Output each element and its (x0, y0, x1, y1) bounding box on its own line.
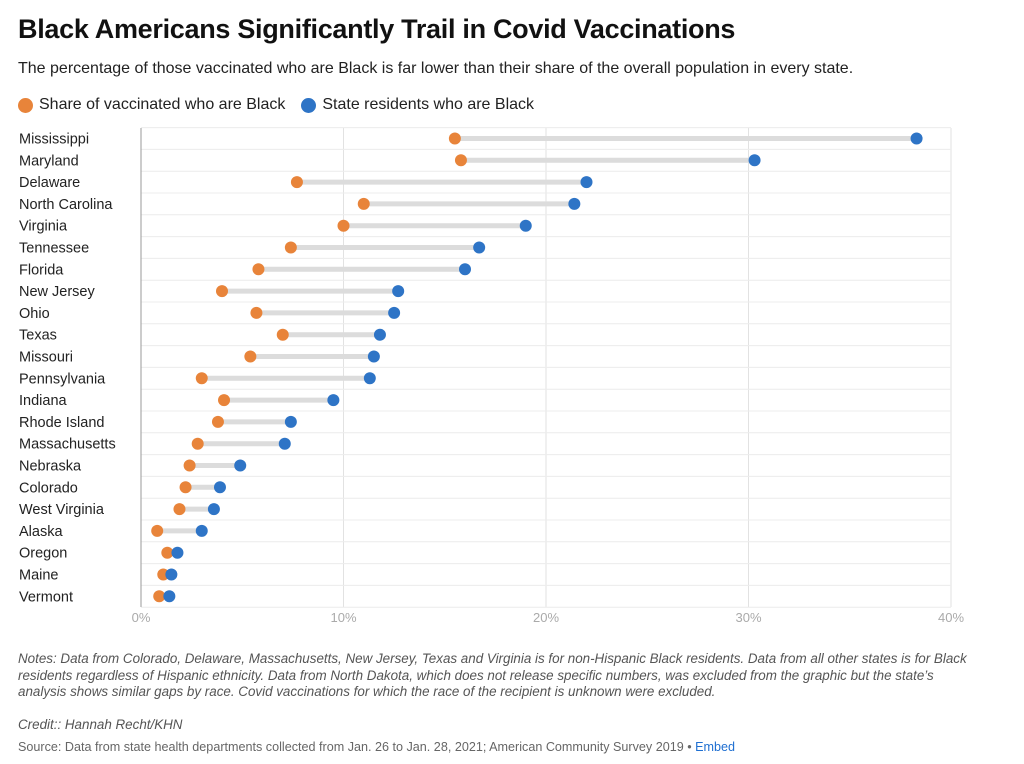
dot-residents-16 (213, 481, 226, 494)
legend-label-vaccinated: Share of vaccinated who are Black (39, 96, 286, 113)
state-label-2: Delaware (19, 175, 80, 191)
dot-vaccinated-5 (284, 241, 297, 254)
legend-item-residents: State residents who are Black (301, 96, 534, 114)
state-label-21: Vermont (19, 589, 73, 605)
dot-vaccinated-16 (179, 481, 192, 494)
dot-residents-10 (367, 350, 380, 363)
dot-vaccinated-17 (173, 503, 186, 516)
dot-residents-2 (580, 176, 593, 189)
dot-residents-3 (568, 197, 581, 210)
dot-residents-11 (363, 372, 376, 385)
dot-vaccinated-2 (290, 176, 303, 189)
state-label-3: North Carolina (19, 197, 113, 213)
state-label-4: Virginia (19, 219, 68, 235)
credit-text: Credit:: Hannah Recht/KHN (18, 717, 183, 732)
dot-residents-18 (195, 524, 208, 537)
dot-residents-15 (234, 459, 247, 472)
dot-vaccinated-8 (250, 306, 263, 319)
state-label-18: Alaska (19, 524, 63, 540)
dot-vaccinated-14 (191, 437, 204, 450)
dot-residents-17 (207, 503, 220, 516)
dot-vaccinated-12 (218, 394, 231, 407)
legend-label-residents: State residents who are Black (322, 96, 535, 113)
legend-item-vaccinated: Share of vaccinated who are Black (18, 96, 285, 114)
state-label-11: Pennsylvania (19, 371, 106, 387)
state-label-1: Maryland (19, 153, 79, 169)
state-label-8: Ohio (19, 306, 50, 322)
embed-link[interactable]: Embed (695, 740, 736, 754)
dot-vaccinated-13 (211, 415, 224, 428)
state-label-13: Rhode Island (19, 415, 104, 431)
state-label-0: Mississippi (19, 132, 89, 148)
dot-residents-6 (459, 263, 471, 276)
dot-residents-19 (171, 546, 184, 559)
dot-vaccinated-7 (216, 285, 228, 298)
legend-dot-residents (301, 97, 317, 113)
source-line: Source: Data from state health departmen… (18, 740, 735, 754)
state-label-6: Florida (19, 262, 64, 278)
state-label-15: Nebraska (19, 459, 82, 475)
legend: Share of vaccinated who are Black State … (18, 96, 550, 114)
state-label-7: New Jersey (19, 284, 95, 300)
source-text: Source: Data from state health departmen… (18, 740, 684, 754)
dot-vaccinated-21 (153, 590, 166, 603)
x-tick-label-1: 10% (330, 610, 356, 625)
x-tick-label-4: 40% (938, 610, 964, 625)
state-label-5: Tennessee (19, 241, 89, 257)
dot-residents-9 (373, 328, 386, 341)
state-label-19: Oregon (19, 546, 67, 562)
state-label-16: Colorado (19, 480, 78, 496)
dot-residents-14 (278, 437, 291, 450)
dot-residents-7 (392, 285, 405, 298)
dot-vaccinated-6 (252, 263, 265, 276)
chart-title: Black Americans Significantly Trail in C… (18, 14, 736, 44)
notes-text: Notes: Data from Colorado, Delaware, Mas… (18, 651, 967, 699)
dot-residents-1 (748, 154, 761, 167)
dot-residents-4 (519, 219, 532, 232)
dot-vaccinated-3 (357, 197, 370, 210)
x-tick-label-0: 0% (132, 610, 151, 625)
dot-vaccinated-18 (151, 524, 164, 537)
state-label-20: Maine (19, 568, 59, 584)
state-label-9: Texas (19, 328, 57, 344)
dumbbell-chart: 0% 10% 20% 30% 40% Mississippi Maryland Delawar… (19, 127, 964, 625)
x-tick-label-2: 20% (533, 610, 559, 625)
dot-residents-5 (473, 241, 486, 254)
dot-residents-20 (165, 568, 178, 581)
state-label-14: Massachusetts (19, 437, 116, 453)
state-label-10: Missouri (19, 350, 73, 366)
source-separator: • (687, 740, 692, 754)
legend-dot-vaccinated (18, 97, 33, 113)
dot-vaccinated-10 (244, 350, 257, 363)
dot-vaccinated-15 (183, 459, 196, 472)
dot-residents-8 (388, 306, 401, 319)
dot-vaccinated-0 (448, 132, 461, 145)
x-tick-label-3: 30% (735, 610, 761, 625)
state-label-17: West Virginia (19, 502, 105, 518)
dot-vaccinated-11 (195, 372, 208, 385)
dot-vaccinated-19 (161, 546, 174, 559)
dot-residents-21 (163, 590, 176, 603)
dot-vaccinated-1 (454, 154, 467, 167)
dot-residents-13 (284, 415, 297, 428)
state-label-12: Indiana (19, 393, 68, 409)
dot-vaccinated-4 (337, 219, 350, 232)
dot-residents-0 (910, 132, 923, 145)
chart-subtitle: The percentage of those vaccinated who a… (18, 60, 854, 77)
dot-vaccinated-9 (276, 328, 289, 341)
dot-residents-12 (327, 394, 340, 407)
